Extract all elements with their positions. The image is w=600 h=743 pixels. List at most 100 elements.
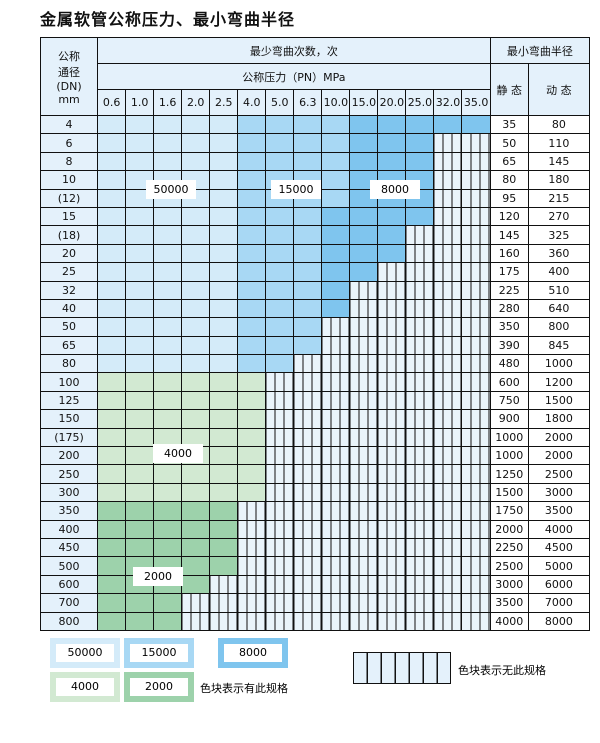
spec-cell [265, 280, 295, 300]
no-spec-cell [349, 464, 379, 484]
no-spec-cell [405, 519, 435, 539]
no-spec-cell [377, 574, 407, 595]
spec-cell [321, 188, 351, 208]
no-spec-cell [293, 464, 323, 484]
no-spec-cell [433, 262, 463, 282]
dynamic-radius-cell: 215 [527, 188, 591, 208]
no-spec-cell [349, 354, 379, 374]
spec-cell [209, 262, 239, 282]
spec-cell [405, 151, 435, 172]
table-row: 150 900 1800 [39, 409, 591, 429]
pressure-col-header: 20.0 [377, 89, 407, 116]
no-spec-cell [377, 298, 407, 319]
spec-cell [181, 464, 211, 484]
spec-cell [97, 225, 127, 245]
spec-cell [265, 317, 295, 337]
static-radius-cell: 480 [489, 354, 529, 374]
spec-cell [181, 225, 211, 245]
pressure-col-header: 35.0 [461, 89, 491, 116]
no-spec-cell [433, 593, 463, 613]
dn-cell: 150 [39, 409, 99, 429]
spec-cell [97, 519, 127, 539]
no-spec-cell [405, 464, 435, 484]
spec-cell [97, 501, 127, 521]
dn-cell: 40 [39, 298, 99, 319]
no-spec-cell [433, 206, 463, 227]
no-spec-cell [321, 446, 351, 466]
static-radius-cell: 2000 [489, 519, 529, 539]
no-spec-cell [433, 372, 463, 392]
spec-cell [181, 280, 211, 300]
no-spec-cell [237, 574, 267, 595]
table-row: 800 4000 8000 [39, 611, 591, 631]
spec-cell [153, 114, 183, 135]
dn-cell: 4 [39, 114, 99, 135]
spec-cell [321, 280, 351, 300]
spec-cell [125, 354, 155, 374]
dynamic-radius-cell: 1200 [527, 372, 591, 392]
spec-cell [237, 243, 267, 264]
no-spec-cell [405, 335, 435, 356]
static-radius-cell: 120 [489, 206, 529, 227]
no-spec-cell [433, 225, 463, 245]
no-spec-cell [461, 611, 491, 631]
spec-cell [209, 280, 239, 300]
radius-header: 最小弯曲半径 [489, 37, 591, 64]
spec-cell [181, 372, 211, 392]
no-spec-cell [433, 501, 463, 521]
no-spec-cell [321, 611, 351, 631]
dynamic-radius-cell: 3500 [527, 501, 591, 521]
static-radius-cell: 175 [489, 262, 529, 282]
no-spec-cell [321, 593, 351, 613]
table-row: 250 1250 2500 [39, 464, 591, 484]
dn-cell: 25 [39, 262, 99, 282]
spec-cell [153, 298, 183, 319]
dn-cell: 20 [39, 243, 99, 264]
no-spec-cell [349, 335, 379, 356]
no-spec-cell [377, 593, 407, 613]
static-radius-cell: 2500 [489, 556, 529, 576]
spec-cell [293, 317, 323, 337]
no-spec-cell [377, 537, 407, 558]
no-spec-cell [377, 409, 407, 429]
static-radius-cell: 280 [489, 298, 529, 319]
spec-cell [97, 206, 127, 227]
no-spec-cell [349, 611, 379, 631]
no-spec-cell [265, 519, 295, 539]
static-radius-cell: 350 [489, 317, 529, 337]
no-spec-cell [209, 593, 239, 613]
spec-cell [321, 170, 351, 190]
dn-cell: 300 [39, 482, 99, 503]
dn-cell: 80 [39, 354, 99, 374]
region-label-4000: 4000 [153, 444, 203, 463]
spec-cell [237, 335, 267, 356]
spec-cell [153, 501, 183, 521]
no-spec-cell [321, 464, 351, 484]
dynamic-radius-cell: 845 [527, 335, 591, 356]
region-label-15000: 15000 [271, 180, 321, 199]
dynamic-radius-cell: 510 [527, 280, 591, 300]
no-spec-cell [405, 262, 435, 282]
no-spec-cell [293, 482, 323, 503]
no-spec-cell [461, 482, 491, 503]
spec-cell [349, 243, 379, 264]
spec-cell [181, 151, 211, 172]
no-spec-cell [461, 243, 491, 264]
table-row: 600 3000 6000 [39, 574, 591, 595]
spec-cell [321, 114, 351, 135]
spec-cell [97, 574, 127, 595]
dn-cell: 500 [39, 556, 99, 576]
spec-cell [237, 464, 267, 484]
spec-cell [209, 537, 239, 558]
spec-cell [237, 390, 267, 411]
spec-cell [293, 262, 323, 282]
pressure-col-header: 1.6 [153, 89, 183, 116]
table-row: 32 225 510 [39, 280, 591, 300]
table-row: 100 600 1200 [39, 372, 591, 392]
no-spec-cell [405, 372, 435, 392]
spec-cell [209, 427, 239, 448]
no-spec-cell [321, 335, 351, 356]
table-row: 450 2250 4500 [39, 537, 591, 558]
no-spec-cell [377, 262, 407, 282]
no-spec-cell [321, 409, 351, 429]
